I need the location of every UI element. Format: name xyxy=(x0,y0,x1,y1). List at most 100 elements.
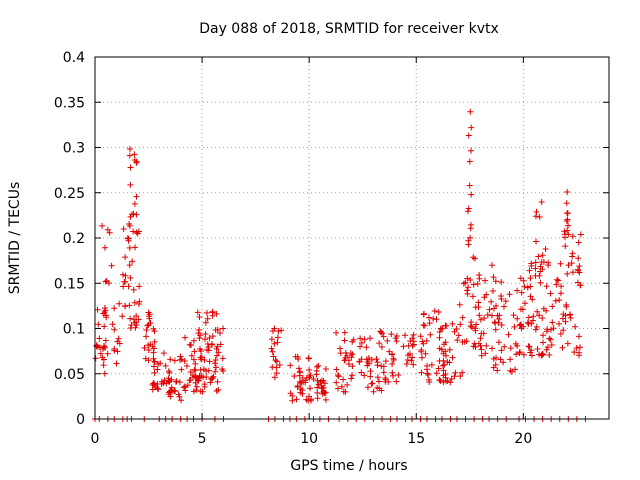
data-point xyxy=(525,343,532,350)
data-point xyxy=(465,132,472,139)
data-point xyxy=(436,376,443,383)
data-point xyxy=(189,372,196,379)
data-point xyxy=(161,377,168,384)
data-point xyxy=(494,367,501,374)
data-point xyxy=(491,319,498,326)
data-point xyxy=(349,372,356,379)
data-point xyxy=(575,255,582,262)
data-point xyxy=(349,351,356,358)
data-point xyxy=(296,372,303,379)
data-point xyxy=(183,363,190,370)
data-point xyxy=(521,283,528,290)
data-point xyxy=(310,375,317,382)
data-point xyxy=(213,345,220,352)
data-point xyxy=(443,322,450,329)
data-point xyxy=(538,259,545,266)
data-point xyxy=(525,314,532,321)
data-point xyxy=(122,272,129,279)
data-point xyxy=(367,335,374,342)
data-point xyxy=(380,369,387,376)
data-point xyxy=(490,274,497,281)
data-point xyxy=(426,376,433,383)
data-point xyxy=(377,328,384,335)
data-point xyxy=(467,234,474,241)
data-point xyxy=(135,300,142,307)
data-point xyxy=(572,323,579,330)
data-point xyxy=(532,272,539,279)
data-point xyxy=(507,356,514,363)
data-point xyxy=(532,326,539,333)
data-point xyxy=(149,386,156,393)
data-point xyxy=(198,373,205,380)
data-point xyxy=(410,331,417,338)
data-point xyxy=(348,375,355,382)
data-point xyxy=(206,358,213,365)
data-point xyxy=(127,315,134,322)
data-point xyxy=(466,158,473,165)
data-point xyxy=(448,375,455,382)
data-point xyxy=(92,355,99,362)
data-point xyxy=(120,283,127,290)
data-point xyxy=(127,213,134,220)
data-point xyxy=(417,333,424,340)
data-point xyxy=(200,366,207,373)
data-point xyxy=(550,325,557,332)
data-point xyxy=(322,396,329,403)
data-point xyxy=(564,227,571,234)
data-point xyxy=(535,253,542,260)
data-point xyxy=(537,279,544,286)
data-point xyxy=(426,314,433,321)
data-point xyxy=(108,262,115,269)
data-point xyxy=(576,349,583,356)
data-point xyxy=(212,357,219,364)
data-point xyxy=(275,328,282,335)
data-point xyxy=(171,387,178,394)
data-point xyxy=(192,360,199,367)
data-point xyxy=(466,182,473,189)
data-point xyxy=(271,374,278,381)
data-point xyxy=(131,151,138,158)
data-point xyxy=(315,381,322,388)
data-point xyxy=(491,305,498,312)
data-point xyxy=(380,363,387,370)
data-point xyxy=(96,344,103,351)
data-point xyxy=(514,315,521,322)
data-point xyxy=(447,379,454,386)
data-point xyxy=(133,319,140,326)
data-point xyxy=(446,346,453,353)
data-point xyxy=(549,319,556,326)
data-point xyxy=(306,393,313,400)
data-point xyxy=(436,329,443,336)
data-point xyxy=(385,378,392,385)
data-point xyxy=(102,278,109,285)
data-point xyxy=(501,343,508,350)
data-point xyxy=(367,373,374,380)
data-point xyxy=(464,208,471,215)
data-point xyxy=(380,333,387,340)
data-point xyxy=(526,267,533,274)
data-point xyxy=(100,356,107,363)
x-tick-label: 5 xyxy=(198,431,207,447)
data-point xyxy=(564,210,571,217)
y-tick-label: 0.2 xyxy=(63,231,85,247)
data-point xyxy=(569,269,576,276)
data-point xyxy=(271,325,278,332)
data-point xyxy=(486,306,493,313)
data-point xyxy=(555,277,562,284)
data-point xyxy=(269,348,276,355)
data-point xyxy=(348,354,355,361)
data-point xyxy=(142,355,149,362)
data-point xyxy=(295,365,302,372)
data-point xyxy=(557,260,564,267)
data-point xyxy=(409,335,416,342)
data-point xyxy=(151,328,158,335)
data-point xyxy=(469,293,476,300)
data-point xyxy=(410,341,417,348)
data-point xyxy=(543,283,550,290)
data-point xyxy=(488,298,495,305)
data-point xyxy=(177,353,184,360)
data-point xyxy=(560,311,567,318)
data-point xyxy=(433,370,440,377)
data-point xyxy=(101,370,108,377)
data-point xyxy=(548,341,555,348)
